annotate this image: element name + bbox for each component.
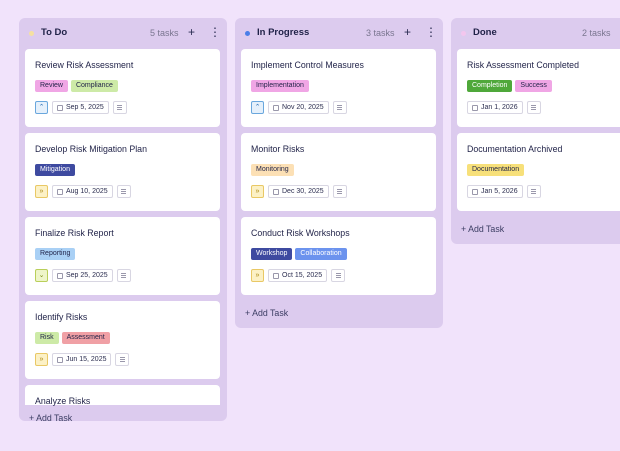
- task-count: 3 tasks: [366, 28, 395, 38]
- task-card[interactable]: Conduct Risk Workshops Workshop Collabor…: [241, 217, 436, 295]
- kebab-menu-icon[interactable]: ⋮: [425, 25, 437, 39]
- priority-high-icon[interactable]: »: [35, 185, 48, 198]
- task-card[interactable]: Identify Risks Risk Assessment » Jun 15,…: [25, 301, 220, 379]
- task-card[interactable]: Review Risk Assessment Review Compliance…: [25, 49, 220, 127]
- tag: Review: [35, 80, 68, 92]
- calendar-icon: [273, 104, 279, 111]
- add-task-button[interactable]: + Add Task: [245, 308, 289, 318]
- tag: Mitigation: [35, 164, 75, 176]
- calendar-icon: [273, 188, 279, 195]
- due-date-text: Sep 25, 2025: [66, 272, 108, 279]
- due-date[interactable]: Aug 10, 2025: [52, 185, 113, 198]
- due-date[interactable]: Nov 20, 2025: [268, 101, 329, 114]
- tag: Assessment: [61, 332, 110, 344]
- task-count: 5 tasks: [150, 28, 179, 38]
- task-card[interactable]: Finalize Risk Report Reporting ⌄ Sep 25,…: [25, 217, 220, 295]
- calendar-icon: [472, 104, 478, 111]
- task-title: Documentation Archived: [467, 144, 563, 154]
- calendar-icon: [57, 104, 63, 111]
- kebab-menu-icon[interactable]: ⋮: [209, 25, 221, 39]
- tag: Implementation: [251, 80, 309, 92]
- task-title: Risk Assessment Completed: [467, 60, 579, 70]
- due-date[interactable]: Oct 15, 2025: [268, 269, 328, 282]
- notes-icon[interactable]: [116, 269, 131, 282]
- tag: Documentation: [467, 164, 525, 176]
- column-title: Done: [473, 27, 497, 38]
- tag: Workshop: [251, 248, 293, 260]
- task-title: Develop Risk Mitigation Plan: [35, 144, 147, 154]
- due-date[interactable]: Jun 15, 2025: [52, 353, 112, 366]
- status-dot: [461, 31, 466, 36]
- due-date[interactable]: Dec 30, 2025: [268, 185, 329, 198]
- calendar-icon: [57, 356, 63, 363]
- task-card[interactable]: Documentation Archived Documentation Jan…: [457, 133, 620, 211]
- due-date-text: Nov 20, 2025: [282, 104, 324, 111]
- calendar-icon: [57, 188, 63, 195]
- priority-high-icon[interactable]: »: [251, 185, 264, 198]
- notes-icon[interactable]: [332, 185, 347, 198]
- due-date[interactable]: Jan 1, 2026: [467, 101, 523, 114]
- add-task-button[interactable]: + Add Task: [29, 413, 73, 421]
- add-task-icon[interactable]: +: [188, 25, 196, 39]
- priority-down-icon[interactable]: ⌄: [35, 269, 48, 282]
- tag: Collaboration: [295, 248, 347, 260]
- notes-icon[interactable]: [116, 185, 131, 198]
- task-title: Analyze Risks: [35, 396, 91, 406]
- task-card[interactable]: Analyze Risks: [25, 385, 220, 406]
- tag: Completion: [467, 80, 513, 92]
- tag: Monitoring: [251, 164, 294, 176]
- due-date-text: Dec 30, 2025: [282, 188, 324, 195]
- task-title: Conduct Risk Workshops: [251, 228, 350, 238]
- due-date-text: Aug 10, 2025: [66, 188, 108, 195]
- task-card[interactable]: Implement Control Measures Implementatio…: [241, 49, 436, 127]
- task-title: Monitor Risks: [251, 144, 305, 154]
- task-title: Review Risk Assessment: [35, 60, 134, 70]
- status-dot: [245, 31, 250, 36]
- tag: Compliance: [70, 80, 118, 92]
- task-card[interactable]: Monitor Risks Monitoring » Dec 30, 2025: [241, 133, 436, 211]
- due-date[interactable]: Sep 5, 2025: [52, 101, 109, 114]
- priority-high-icon[interactable]: »: [251, 269, 264, 282]
- column-in-progress: In Progress 3 tasks + ⋮ Implement Contro…: [235, 18, 443, 328]
- task-title: Identify Risks: [35, 312, 88, 322]
- column-header: In Progress 3 tasks + ⋮: [235, 18, 443, 48]
- add-task-button[interactable]: + Add Task: [461, 224, 505, 234]
- calendar-icon: [57, 272, 63, 279]
- status-dot: [29, 31, 34, 36]
- priority-high-icon[interactable]: »: [35, 353, 48, 366]
- due-date-text: Sep 5, 2025: [66, 104, 104, 111]
- due-date[interactable]: Sep 25, 2025: [52, 269, 113, 282]
- notes-icon[interactable]: [331, 269, 346, 282]
- due-date-text: Jan 5, 2026: [481, 188, 518, 195]
- due-date-text: Jun 15, 2025: [66, 356, 107, 363]
- column-title: In Progress: [257, 27, 310, 38]
- column-header: To Do 5 tasks + ⋮: [19, 18, 227, 48]
- task-card[interactable]: Develop Risk Mitigation Plan Mitigation …: [25, 133, 220, 211]
- task-title: Implement Control Measures: [251, 60, 364, 70]
- tag: Reporting: [35, 248, 76, 260]
- priority-up-icon[interactable]: ⌃: [251, 101, 264, 114]
- tag: Risk: [35, 332, 59, 344]
- notes-icon[interactable]: [332, 101, 347, 114]
- notes-icon[interactable]: [115, 353, 130, 366]
- column-header: Done 2 tasks: [451, 18, 620, 48]
- tag: Success: [515, 80, 552, 92]
- calendar-icon: [472, 188, 478, 195]
- task-card[interactable]: Risk Assessment Completed Completion Suc…: [457, 49, 620, 127]
- calendar-icon: [273, 272, 279, 279]
- notes-icon[interactable]: [112, 101, 127, 114]
- task-count: 2 tasks: [582, 28, 611, 38]
- priority-up-icon[interactable]: ⌃: [35, 101, 48, 114]
- task-title: Finalize Risk Report: [35, 228, 114, 238]
- notes-icon[interactable]: [526, 185, 541, 198]
- due-date[interactable]: Jan 5, 2026: [467, 185, 523, 198]
- column-done: Done 2 tasks Risk Assessment Completed C…: [451, 18, 620, 244]
- column-title: To Do: [41, 27, 68, 38]
- add-task-icon[interactable]: +: [404, 25, 412, 39]
- due-date-text: Jan 1, 2026: [481, 104, 518, 111]
- notes-icon[interactable]: [526, 101, 541, 114]
- column-todo: To Do 5 tasks + ⋮ Review Risk Assessment…: [19, 18, 227, 421]
- due-date-text: Oct 15, 2025: [282, 272, 323, 279]
